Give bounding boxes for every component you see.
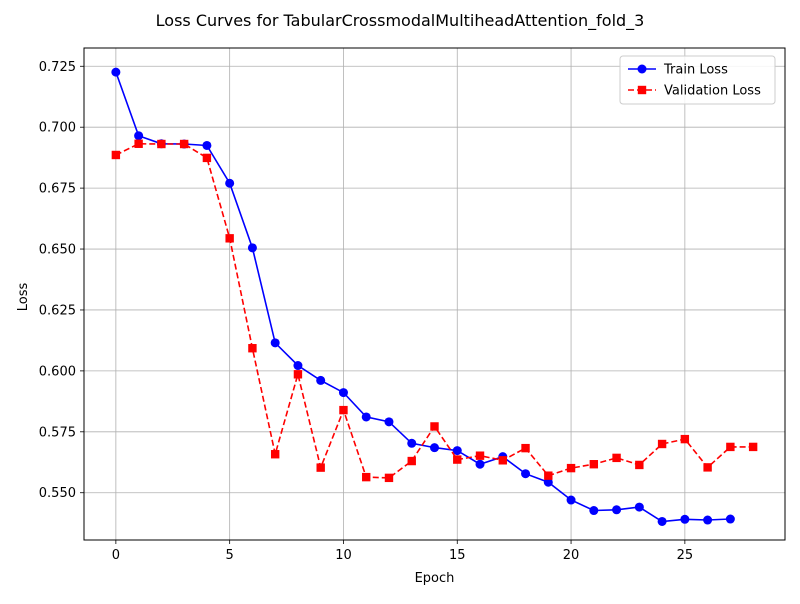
validation-loss-point [612, 453, 621, 463]
y-tick-label: 0.625 [39, 303, 76, 318]
validation-loss-point [521, 443, 530, 453]
train-loss-series [111, 67, 735, 526]
y-tick-label: 0.575 [39, 425, 76, 440]
validation-loss-point [498, 456, 507, 465]
validation-loss-point [362, 472, 371, 482]
validation-loss-point [248, 344, 257, 353]
train-loss-point [270, 338, 280, 348]
validation-loss-point [748, 442, 758, 452]
legend-marker [637, 85, 647, 95]
series-layer [111, 67, 758, 526]
train-loss-point [293, 361, 303, 371]
y-tick-label: 0.550 [39, 486, 76, 501]
legend-item-validation-loss: Validation Loss [628, 84, 761, 99]
legend-label: Train Loss [663, 63, 728, 78]
train-loss-point [225, 178, 235, 188]
train-loss-point [703, 515, 713, 525]
train-loss-point [134, 131, 144, 141]
x-tick-label: 0 [112, 548, 120, 563]
validation-loss-point [635, 460, 644, 470]
train-loss-point [543, 477, 553, 487]
y-tick-label: 0.725 [39, 60, 76, 75]
train-loss-point [202, 140, 212, 150]
chart-title: Loss Curves for TabularCrossmodalMultihe… [156, 11, 645, 31]
train-loss-point [361, 412, 371, 422]
validation-loss-point [202, 153, 212, 163]
legend-item-train-loss: Train Loss [628, 63, 728, 78]
x-tick-label: 5 [226, 548, 234, 563]
legend-box [619, 55, 776, 105]
validation-loss-point [544, 471, 553, 480]
validation-loss-point [657, 439, 667, 449]
y-tick-label: 0.700 [39, 121, 76, 136]
x-tick-label: 20 [563, 548, 580, 563]
validation-loss-point [566, 463, 576, 473]
validation-loss-point [384, 473, 394, 483]
validation-loss-point [453, 455, 462, 464]
y-tick-label: 0.650 [39, 243, 76, 258]
validation-loss-point [703, 463, 712, 472]
x-axis-label: Epoch [415, 571, 455, 586]
train-loss-point [407, 438, 417, 448]
axis-ticks: 0 5 10 15 20 25 0.550 0.575 0.600 0.625 0.650 0.675… [39, 60, 693, 563]
validation-loss-point [225, 234, 234, 243]
train-loss-point [680, 514, 690, 524]
validation-loss-point [179, 139, 189, 149]
validation-loss-point [157, 139, 166, 149]
validation-loss-point [430, 422, 439, 431]
validation-loss-point [339, 405, 348, 415]
y-tick-label: 0.600 [39, 364, 76, 379]
validation-loss-point [111, 150, 121, 160]
x-tick-label: 25 [677, 548, 694, 563]
train-loss-point [589, 506, 599, 516]
validation-loss-point [407, 456, 416, 466]
validation-loss-point [475, 451, 485, 460]
y-axis-label: Loss [16, 283, 31, 312]
train-loss-point [316, 375, 326, 385]
validation-loss-point [293, 370, 303, 379]
train-loss-point [338, 388, 348, 398]
train-loss-point [111, 67, 121, 77]
x-tick-label: 10 [335, 548, 352, 563]
validation-loss-point [680, 434, 690, 444]
train-loss-point [566, 495, 576, 505]
train-loss-point [634, 502, 644, 512]
train-loss-line [115, 71, 731, 523]
validation-loss-point [270, 450, 280, 459]
legend-marker [637, 64, 647, 74]
grid-lines [84, 48, 785, 540]
train-loss-point [475, 459, 485, 469]
y-tick-label: 0.675 [39, 182, 76, 197]
train-loss-point [452, 446, 462, 456]
validation-loss-series [111, 139, 758, 483]
validation-loss-point [134, 139, 143, 148]
train-loss-point [247, 243, 257, 253]
train-loss-point [521, 469, 531, 479]
x-tick-label: 15 [449, 548, 466, 563]
train-loss-point [384, 417, 394, 427]
validation-loss-point [316, 463, 325, 472]
train-loss-point [430, 443, 439, 453]
train-loss-point [725, 514, 735, 524]
train-loss-point [657, 516, 667, 526]
train-loss-point [612, 505, 622, 515]
validation-loss-point [589, 460, 599, 469]
legend: Train Loss Validation Loss [619, 55, 776, 105]
legend-label: Validation Loss [664, 84, 761, 99]
validation-loss-point [726, 442, 735, 452]
plot-frame [83, 47, 786, 541]
